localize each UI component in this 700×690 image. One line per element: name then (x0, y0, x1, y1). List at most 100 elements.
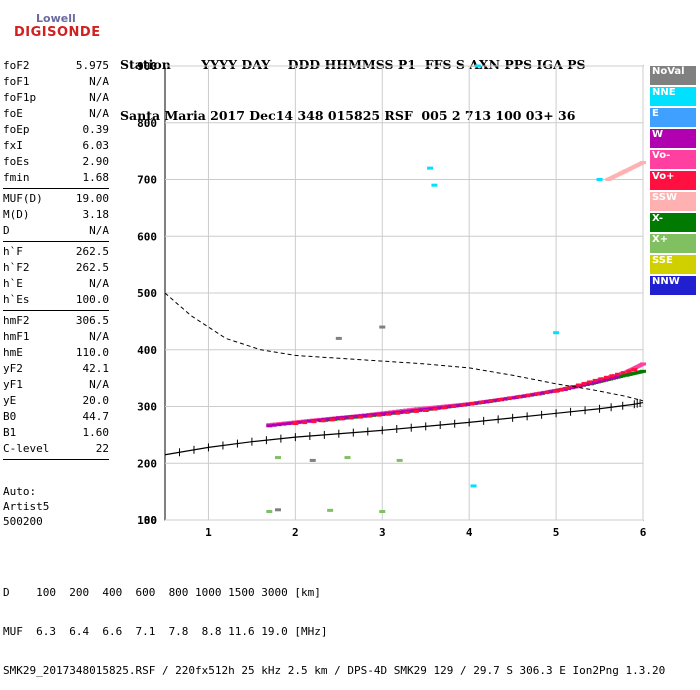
param-name: hmF1 (3, 330, 30, 343)
param-value: N/A (89, 378, 109, 391)
y-tick-label: 900 (137, 60, 157, 73)
x-tick-label: 2 (292, 526, 299, 539)
echo-point (422, 408, 429, 412)
param-separator (3, 310, 109, 311)
param-value: N/A (89, 330, 109, 343)
param-value: 2.90 (82, 155, 110, 168)
param-value: 262.5 (75, 261, 109, 274)
param-name: yE (3, 394, 17, 407)
echo-point (358, 415, 364, 419)
echo-point (484, 400, 490, 404)
echo-point (266, 509, 273, 513)
legend-item: NNE (650, 87, 696, 106)
echo-point (330, 418, 336, 422)
param-row: h`Es 100.0 (3, 292, 109, 308)
echo-point (595, 379, 601, 383)
echo-point (444, 405, 450, 409)
echo-point (470, 484, 477, 488)
y-tick-label: 100 (137, 514, 157, 527)
echo-point (521, 394, 527, 398)
echo-point (559, 388, 565, 392)
param-value: 0.39 (82, 123, 110, 136)
echo-point (274, 508, 281, 512)
param-name: h`F (3, 245, 23, 258)
param-name: foEs (3, 155, 30, 168)
param-value: N/A (89, 75, 109, 88)
param-value: N/A (89, 91, 109, 104)
param-row: hmF1 N/A (3, 329, 109, 345)
echo-point (335, 416, 342, 420)
echo-point (488, 399, 494, 403)
echo-point (353, 414, 359, 418)
echo-point (599, 379, 605, 383)
echo-point (281, 422, 287, 426)
echo-point (413, 409, 419, 413)
param-row: foF2 5.975 (3, 58, 109, 74)
echo-point (640, 369, 646, 373)
echo-point (404, 410, 410, 414)
legend-item: SSW (650, 192, 696, 211)
auto-code: 500200 (3, 515, 43, 528)
echo-point (441, 406, 447, 410)
legend-item: X- (650, 213, 696, 232)
param-row: foF1p N/A (3, 90, 109, 106)
echo-point (606, 377, 612, 381)
echo-point (427, 166, 434, 170)
param-name: D (3, 224, 10, 237)
param-value: 100.0 (75, 293, 109, 306)
echo-point (547, 390, 553, 394)
x-tick-label: 6 (640, 526, 647, 539)
param-name: hmE (3, 346, 23, 359)
echo-point (544, 391, 550, 395)
param-row: hmE 110.0 (3, 345, 109, 361)
echo-point (603, 378, 609, 382)
autoscaling-info: Auto: Artist5 500200 (3, 484, 49, 529)
param-value: 262.5 (75, 245, 109, 258)
echo-point (418, 408, 424, 412)
legend-item: E (650, 108, 696, 127)
echo-point (631, 368, 638, 372)
param-name: B0 (3, 410, 17, 423)
echo-point (575, 383, 581, 387)
echo-point (274, 456, 281, 460)
x-tick-label: 3 (379, 526, 386, 539)
param-name: foE (3, 107, 23, 120)
param-row: h`F2 262.5 (3, 260, 109, 276)
echo-point (491, 399, 497, 403)
echo-point (596, 178, 603, 181)
echo-point (327, 508, 334, 512)
echo-point (362, 413, 368, 417)
param-separator (3, 188, 109, 189)
legend-item: X+ (650, 234, 696, 253)
echo-point (553, 389, 560, 393)
echo-point (410, 409, 416, 413)
param-row: MUF(D) 19.00 (3, 191, 109, 207)
echo-point (620, 371, 626, 375)
param-value: 19.00 (75, 192, 109, 205)
echo-point (379, 412, 385, 416)
echo-point (427, 407, 433, 411)
param-name: foF2 (3, 59, 30, 72)
param-name: yF2 (3, 362, 23, 375)
param-row: yF2 42.1 (3, 361, 109, 377)
header-values: Santa Maria 2017 Dec14 348 015825 RSF 00… (120, 108, 576, 123)
echo-point (271, 423, 277, 427)
param-value: 1.60 (82, 426, 110, 439)
param-name: M(D) (3, 208, 30, 221)
param-row: B0 44.7 (3, 409, 109, 425)
x-tick-label: 5 (553, 526, 560, 539)
muf-row: MUF 6.3 6.4 6.6 7.1 7.8 8.8 11.6 19.0 [M… (3, 625, 328, 638)
param-row: foF1 N/A (3, 74, 109, 90)
echo-point (581, 381, 587, 385)
legend-item: SSE (650, 255, 696, 274)
echo-point (592, 378, 598, 382)
echo-point (436, 406, 442, 410)
echo-point (553, 331, 560, 335)
param-value: 110.0 (75, 346, 109, 359)
echo-point (348, 416, 354, 420)
echo-point (516, 395, 522, 399)
param-name: h`Es (3, 293, 30, 306)
echo-point (345, 415, 351, 419)
param-name: h`F2 (3, 261, 30, 274)
param-name: fxI (3, 139, 23, 152)
